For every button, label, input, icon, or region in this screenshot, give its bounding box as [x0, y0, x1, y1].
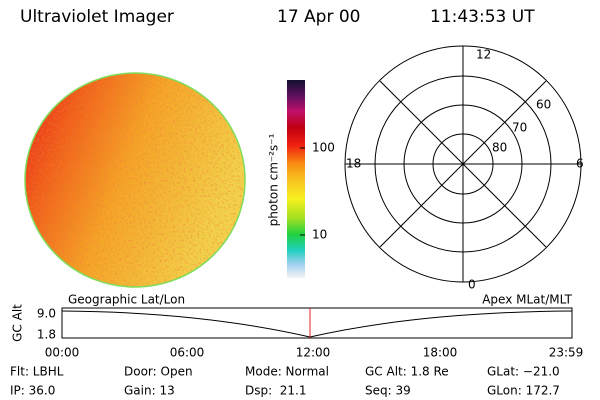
colorbar-label: photon cm⁻²s⁻¹ — [267, 133, 281, 226]
timeline: Geographic Lat/Lon Apex MLat/MLT GC Alt … — [11, 293, 584, 360]
timeline-title: Geographic Lat/Lon — [68, 293, 185, 307]
y-tick-label: 9.0 — [37, 307, 56, 321]
time-label: 00:00 — [45, 346, 80, 360]
ring-label: 70 — [512, 121, 527, 135]
status-field: GLat: −21.0 — [487, 365, 560, 379]
time-label: 06:00 — [170, 346, 205, 360]
ring-label: 80 — [492, 141, 507, 155]
time-label: 23:59 — [549, 346, 584, 360]
clock-label: 12 — [476, 48, 491, 62]
time-label: 18:00 — [423, 346, 458, 360]
colorbar-tick: 100 — [312, 141, 335, 155]
colorbar-tick: 10 — [312, 228, 327, 242]
status-field: Flt: LBHL — [10, 365, 64, 379]
polar-grid: 12 18 6 0 60 70 80 — [344, 45, 584, 292]
status-field: Dsp: 21.1 — [245, 384, 307, 398]
status-field: IP: 36.0 — [10, 384, 55, 398]
time: 11:43:53 UT — [430, 7, 535, 27]
clock-label: 18 — [346, 157, 361, 171]
date: 17 Apr 00 — [277, 7, 360, 27]
image-disc — [24, 72, 246, 288]
status-field: Seq: 39 — [365, 384, 411, 398]
time-label: 12:00 — [296, 346, 331, 360]
axis-label: GC Alt — [11, 304, 25, 342]
title: Ultraviolet Imager — [20, 7, 174, 27]
status-field: Gain: 13 — [124, 384, 175, 398]
timeline-title: Apex MLat/MLT — [482, 293, 572, 307]
status-field: Door: Open — [124, 365, 193, 379]
clock-label: 6 — [576, 157, 584, 171]
y-tick-label: 1.8 — [37, 328, 56, 342]
status-field: GC Alt: 1.8 Re — [365, 365, 449, 379]
ring-label: 60 — [536, 98, 551, 112]
status-field: GLon: 172.7 — [487, 384, 560, 398]
clock-label: 0 — [468, 278, 476, 292]
status-panel: Flt: LBHL Door: Open Mode: Normal GC Alt: 1… — [10, 365, 560, 398]
colorbar: 100 10 photon cm⁻²s⁻¹ — [267, 80, 335, 278]
status-field: Mode: Normal — [245, 365, 329, 379]
